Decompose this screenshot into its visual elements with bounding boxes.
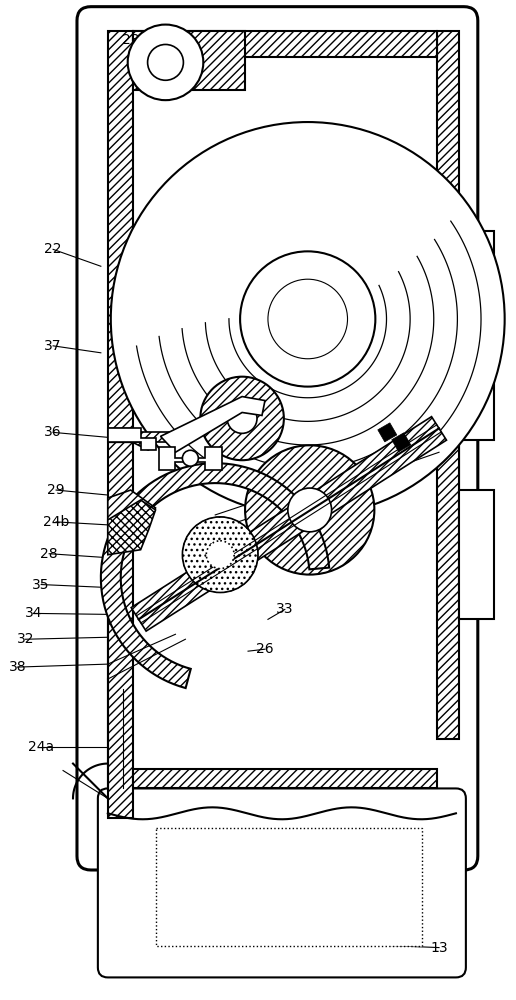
Text: 34: 34 [24,606,42,620]
Circle shape [288,488,332,532]
Polygon shape [392,433,411,452]
FancyBboxPatch shape [98,788,466,977]
Circle shape [268,279,347,359]
Polygon shape [133,31,245,90]
Text: 26: 26 [256,642,274,656]
Circle shape [127,25,203,100]
Text: 24b: 24b [43,515,69,529]
Polygon shape [108,490,155,530]
Text: 29: 29 [47,483,65,497]
Polygon shape [459,231,494,440]
Polygon shape [131,417,446,631]
Text: 35: 35 [33,578,50,592]
Polygon shape [459,490,494,619]
Polygon shape [378,423,397,442]
Text: 24: 24 [239,163,257,177]
Text: 24a: 24a [28,740,54,754]
Text: 28: 28 [40,547,58,561]
Text: 32: 32 [17,632,34,646]
Text: 33: 33 [276,602,294,616]
FancyBboxPatch shape [77,7,478,870]
Circle shape [148,44,183,80]
Polygon shape [108,31,133,818]
Polygon shape [108,500,155,555]
Text: 31: 31 [201,401,219,415]
Text: 30: 30 [170,413,187,427]
Polygon shape [108,428,149,450]
Circle shape [200,377,284,460]
Text: 12: 12 [338,461,357,475]
Text: 25: 25 [476,292,493,306]
Polygon shape [158,447,222,470]
Circle shape [183,517,258,592]
Polygon shape [133,31,437,57]
Polygon shape [108,432,170,442]
Text: 10: 10 [400,413,418,427]
Text: 37: 37 [44,339,62,353]
Polygon shape [437,31,459,739]
Polygon shape [108,428,155,450]
Text: 27: 27 [339,503,356,517]
Circle shape [111,122,505,516]
Circle shape [206,541,234,569]
Text: 36: 36 [44,425,62,439]
Text: 13: 13 [430,941,448,955]
Circle shape [183,450,198,466]
Polygon shape [133,769,437,788]
Bar [155,828,422,946]
Circle shape [240,251,375,387]
Text: 23: 23 [122,33,139,47]
Circle shape [227,404,257,433]
Polygon shape [160,397,265,452]
Text: 22: 22 [44,242,62,256]
Text: 38: 38 [8,660,26,674]
Polygon shape [101,463,329,688]
Circle shape [245,445,375,575]
